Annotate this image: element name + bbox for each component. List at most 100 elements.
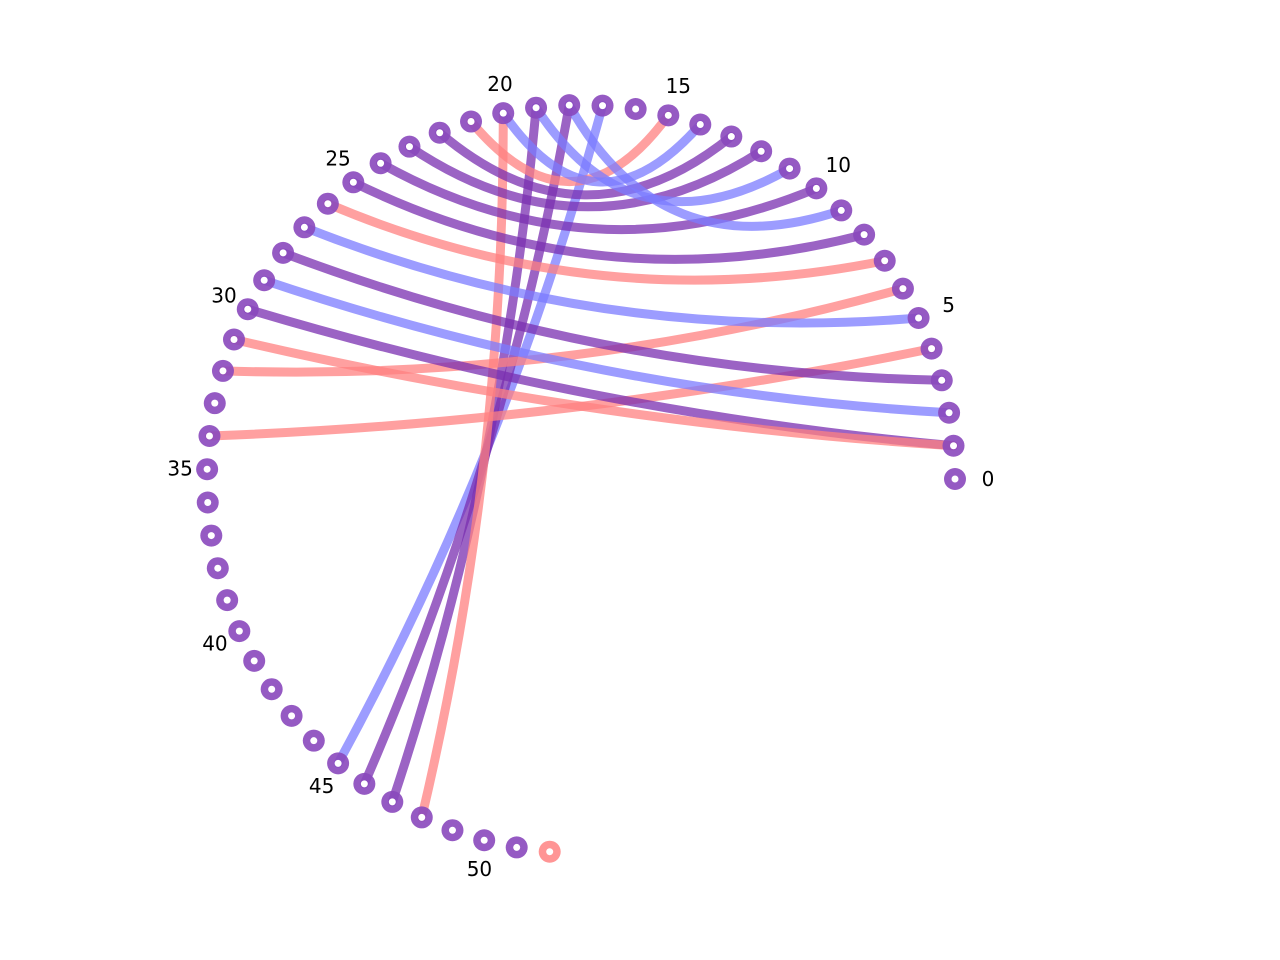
node-39-center (223, 596, 231, 604)
labels-layer: 0 5 10 15 20 25 30 35 40 45 50 (167, 72, 994, 881)
node-3 (930, 369, 953, 392)
node-label-5: 5 (942, 293, 955, 317)
node-label-35: 35 (167, 456, 192, 480)
node-6-center (899, 285, 907, 293)
node-11-center (786, 165, 794, 173)
node-45 (327, 752, 350, 775)
node-27 (293, 216, 316, 239)
node-4-center (928, 345, 936, 353)
node-4 (920, 337, 943, 360)
node-46 (353, 772, 376, 795)
node-label-45: 45 (309, 774, 334, 798)
link-13-22 (435, 128, 736, 200)
node-label-20: 20 (487, 72, 512, 96)
node-label-0: 0 (982, 467, 995, 491)
node-46-center (360, 780, 368, 788)
node-24 (369, 152, 392, 175)
node-25-center (349, 178, 357, 186)
node-21 (460, 110, 483, 133)
node-48 (410, 806, 433, 829)
node-28-center (279, 249, 287, 257)
node-44 (302, 729, 325, 752)
node-7-center (881, 257, 889, 265)
node-21-center (467, 118, 475, 126)
node-41 (243, 649, 266, 672)
node-49-center (448, 826, 456, 834)
node-52-center (546, 848, 554, 856)
node-31 (222, 328, 245, 351)
node-10 (805, 177, 828, 200)
link-2-29 (259, 275, 954, 418)
node-label-30: 30 (211, 284, 236, 308)
link-7-26 (323, 199, 890, 285)
node-49 (441, 819, 464, 842)
node-16 (624, 98, 647, 121)
node-1 (942, 434, 965, 457)
node-8 (853, 223, 876, 246)
node-12 (750, 140, 773, 163)
nodes-layer (196, 94, 966, 863)
node-24-center (377, 159, 385, 167)
node-40 (228, 620, 251, 643)
link-8-25 (348, 177, 869, 264)
node-33 (203, 392, 226, 415)
node-27-center (300, 223, 308, 231)
node-11 (778, 157, 801, 180)
node-50-center (480, 836, 488, 844)
link-6-32 (218, 284, 908, 377)
link-5-27 (299, 222, 924, 328)
node-43 (280, 704, 303, 727)
node-26-center (324, 200, 332, 208)
node-23-center (405, 143, 413, 151)
node-20-center (499, 109, 507, 117)
node-18 (558, 94, 581, 117)
node-34 (198, 425, 221, 448)
node-31-center (230, 336, 238, 344)
link-1-31 (229, 335, 959, 451)
node-48-center (418, 813, 426, 821)
node-35-center (203, 465, 211, 473)
link-14-20 (498, 108, 705, 187)
node-13 (720, 125, 743, 148)
node-15-center (664, 111, 672, 119)
node-37-center (207, 532, 215, 540)
node-34-center (205, 432, 213, 440)
node-45-center (334, 759, 342, 767)
node-13-center (727, 133, 735, 141)
link-15-21 (466, 110, 673, 186)
node-14-center (696, 121, 704, 129)
node-20 (492, 102, 515, 125)
node-29-center (260, 276, 268, 284)
node-18-center (565, 101, 573, 109)
node-42-center (268, 685, 276, 693)
node-44-center (310, 737, 318, 745)
node-35 (196, 458, 219, 481)
node-41-center (250, 657, 258, 665)
node-29 (253, 269, 276, 292)
node-30 (236, 298, 259, 321)
node-label-15: 15 (666, 74, 691, 98)
node-40-center (235, 627, 243, 635)
node-14 (689, 113, 712, 136)
node-30-center (244, 305, 252, 313)
node-label-10: 10 (826, 153, 851, 177)
link-10-24 (376, 158, 821, 235)
node-2 (938, 401, 961, 424)
node-33-center (211, 399, 219, 407)
node-label-25: 25 (325, 146, 350, 170)
node-47-center (388, 798, 396, 806)
node-32-center (219, 367, 227, 375)
node-0-center (951, 475, 959, 483)
node-22-center (436, 129, 444, 137)
node-label-50: 50 (467, 857, 492, 881)
node-label-40: 40 (202, 631, 227, 655)
node-3-center (938, 376, 946, 384)
node-37 (200, 524, 223, 547)
node-47 (381, 790, 404, 813)
node-38 (206, 557, 229, 580)
node-5-center (915, 314, 923, 322)
links-layer (204, 100, 959, 822)
link-12-23 (404, 142, 766, 212)
node-43-center (288, 712, 296, 720)
